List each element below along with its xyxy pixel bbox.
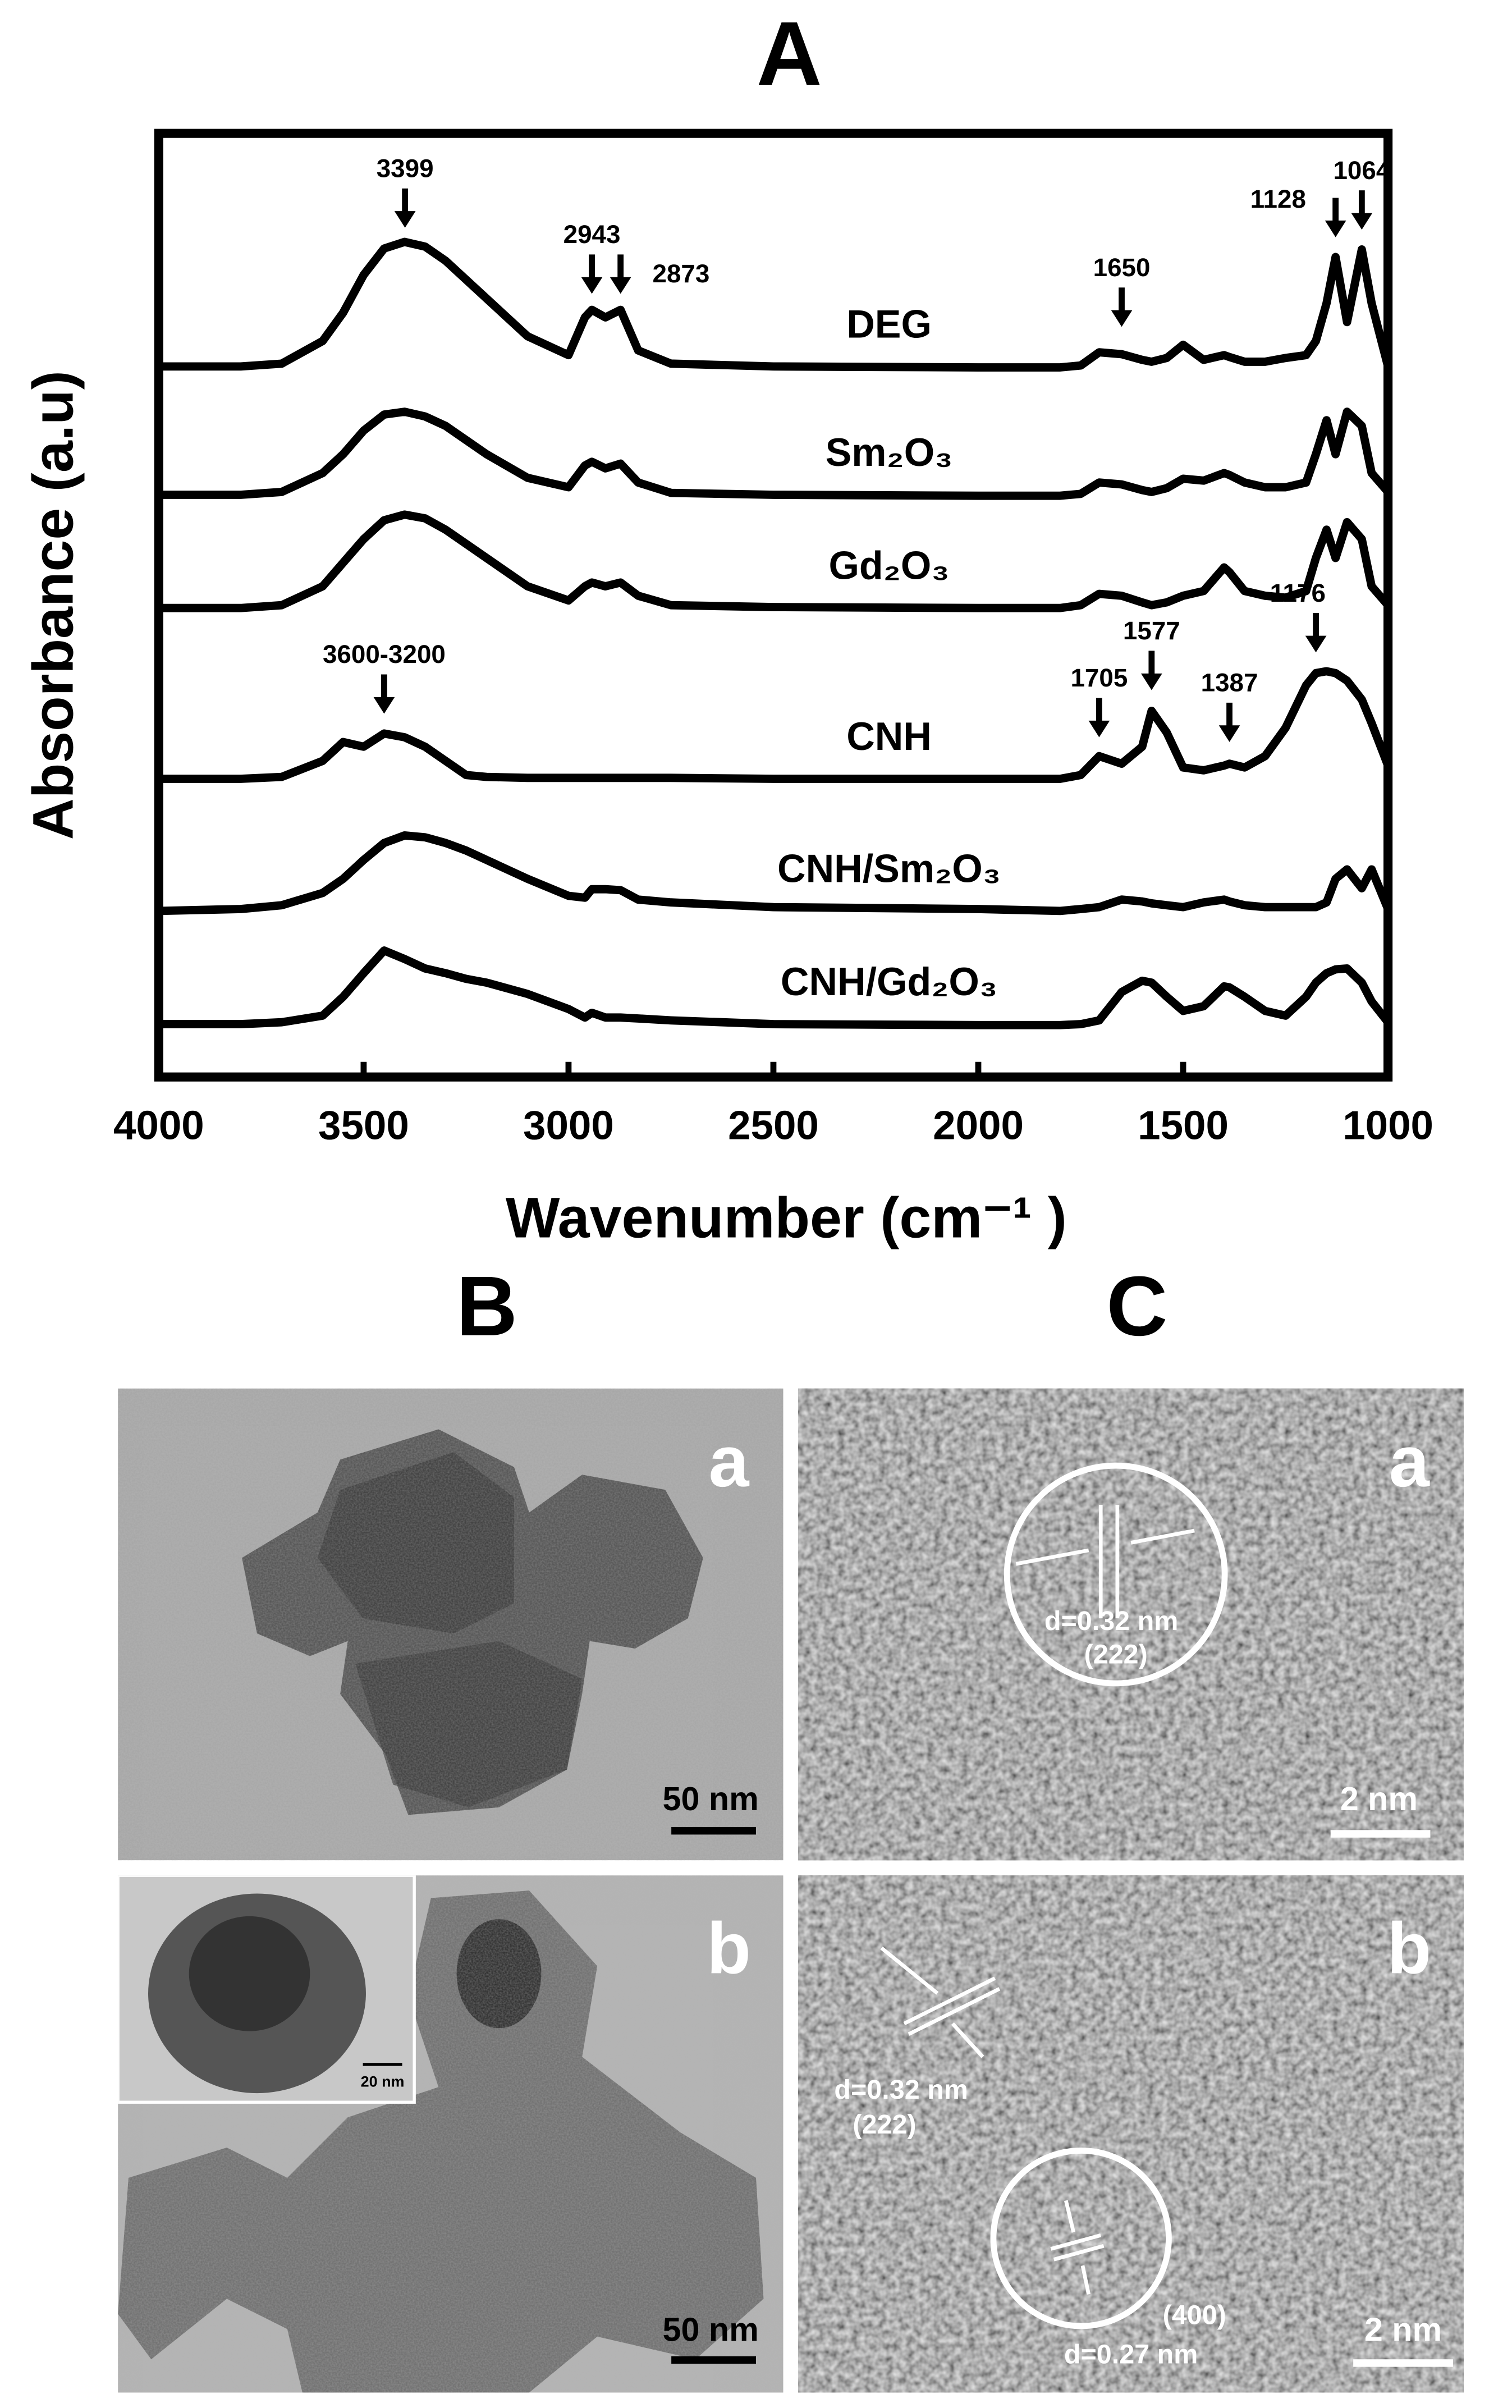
annotation-label: 1176 [1270, 579, 1326, 607]
annotation-arrowhead [1325, 220, 1346, 237]
scale-bar-label: 20 nm [361, 2073, 405, 2090]
scale-bar-label: 50 nm [663, 1780, 759, 1818]
annotation: (400) [1163, 2300, 1226, 2331]
scale-bar-label: 50 nm [663, 2310, 759, 2348]
annotation: d=0.27 nm [1064, 2340, 1198, 2370]
x-tick-label: 2500 [728, 1103, 819, 1148]
spectrum-line [154, 946, 1392, 1029]
annotation-arrowhead [1140, 673, 1162, 690]
spectrum-line [154, 408, 1392, 500]
annotation-arrowhead [1218, 725, 1240, 742]
x-tick-label: 2000 [933, 1103, 1024, 1148]
series-label: DEG [846, 302, 932, 346]
scale-bar-label: 2 nm [1340, 1780, 1418, 1818]
chart-title: A [757, 3, 822, 104]
annotation-label: 1064 [1333, 156, 1390, 185]
annotation-arrowhead [610, 277, 631, 294]
annotation-arrowhead [373, 697, 395, 714]
scale-bar [1330, 1830, 1431, 1838]
spectrum-line [154, 510, 1392, 612]
spectrum-line [154, 831, 1392, 915]
annotation-label: 3600-3200 [323, 640, 446, 669]
annotation-label: 1577 [1123, 616, 1180, 645]
series-label: CNH [846, 715, 932, 758]
panel-title: C [1106, 1258, 1167, 1353]
x-tick-label: 1000 [1343, 1103, 1433, 1148]
x-tick-label: 3000 [523, 1103, 614, 1148]
annotation-arrowhead [1111, 310, 1133, 327]
y-axis-label: Absorbance (a.u) [20, 370, 85, 840]
image-label: b [707, 1908, 751, 1989]
annotation-arrowhead [1305, 635, 1327, 653]
image-label: a [709, 1421, 750, 1502]
image-label: b [1387, 1908, 1431, 1989]
spectrum-line [154, 237, 1392, 372]
annotation-label: 3399 [377, 154, 434, 182]
scale-bar [671, 2356, 756, 2364]
plot-area: 4000 3500 3000 2500 2000 1500 1000 DEG Sm₂O₃ Gd₂O… [113, 129, 1433, 1148]
series-label: CNH/Sm₂O₃ [777, 846, 1001, 890]
annotation-label: 1128 [1250, 185, 1306, 213]
annotation-arrowhead [581, 277, 603, 294]
tem-image [118, 1875, 784, 2393]
annotation: (222) [853, 2109, 916, 2140]
series-label: Sm₂O₃ [826, 431, 953, 474]
annotation-label: 2873 [652, 259, 709, 288]
panel-title: B [456, 1258, 517, 1353]
x-tick-label: 4000 [113, 1103, 204, 1148]
annotation-label: 2943 [563, 220, 621, 249]
scale-bar [671, 1826, 756, 1835]
scale-bar [1353, 2359, 1453, 2367]
annotation-arrowhead [1351, 213, 1373, 230]
annotation-label: 1387 [1201, 669, 1258, 697]
scale-bar [363, 2063, 402, 2066]
annotation-arrowhead [1088, 720, 1110, 738]
series-label: CNH/Gd₂O₃ [781, 960, 997, 1004]
image-label: a [1389, 1421, 1430, 1502]
hrtem-image [798, 1875, 1464, 2393]
tem-image [118, 1388, 784, 1861]
x-tick-label: 3500 [318, 1103, 409, 1148]
series-label: Gd₂O₃ [828, 544, 949, 588]
annotation: (222) [1084, 1639, 1148, 1669]
x-tick-label: 1500 [1138, 1103, 1229, 1148]
annotation-label: 1705 [1070, 663, 1128, 692]
scale-bar-label: 2 nm [1364, 2310, 1442, 2348]
annotation: d=0.32 nm [1044, 1606, 1179, 1636]
x-axis-label: Wavenumber (cm⁻¹ ) [506, 1185, 1067, 1249]
annotation: d=0.32 nm [834, 2075, 968, 2105]
annotation-label: 1650 [1093, 253, 1151, 282]
hrtem-image [798, 1388, 1464, 1861]
annotation-arrowhead [394, 211, 416, 228]
spectrum-line [154, 667, 1392, 783]
